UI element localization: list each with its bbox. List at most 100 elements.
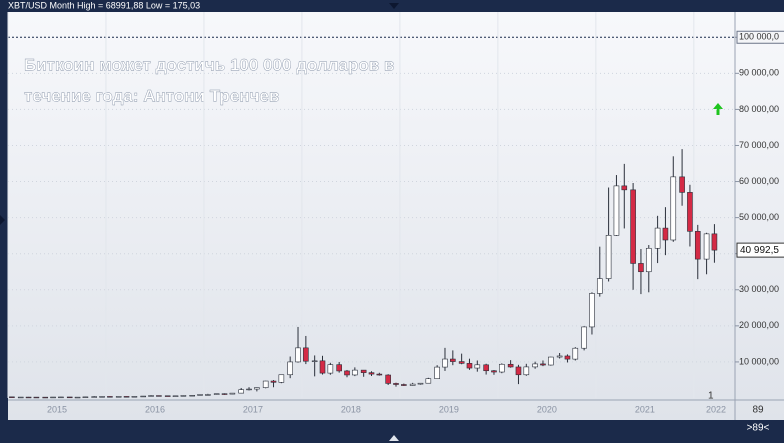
candle-body <box>638 263 644 273</box>
annotation: 89 <box>752 405 764 416</box>
candle-body <box>515 366 522 376</box>
candle-body <box>711 233 718 251</box>
candle-body <box>694 231 701 260</box>
candle-body <box>82 396 89 398</box>
candle-body <box>548 356 554 366</box>
candle-body <box>123 396 130 398</box>
candle-body <box>270 380 277 383</box>
candle-body <box>450 358 456 362</box>
candle-body <box>507 363 514 368</box>
candle-body <box>483 364 489 372</box>
candle-body <box>58 396 64 399</box>
candle-body <box>613 185 620 236</box>
candle-body <box>645 247 652 273</box>
candle-body <box>197 394 203 396</box>
y-tick-label: 30 000,00 <box>739 284 779 294</box>
candle-body <box>303 347 309 362</box>
candle-body <box>491 370 497 373</box>
candle-body <box>687 192 693 232</box>
y-tick-label: 70 000,00 <box>739 140 779 150</box>
candle-body <box>278 374 285 383</box>
y-tick-label: 10 000,00 <box>739 356 779 366</box>
candle-body <box>180 395 187 397</box>
candle-body <box>466 363 473 369</box>
candle-body <box>344 370 350 376</box>
candle-body <box>703 233 710 260</box>
candle-body <box>213 393 220 395</box>
candle-body <box>434 366 440 379</box>
candle-body <box>532 363 538 368</box>
candle-body <box>352 369 358 376</box>
candle-body <box>148 395 154 397</box>
candle-body <box>630 189 636 264</box>
candle-body <box>385 374 391 384</box>
candle-body <box>540 363 546 366</box>
y-tick-label: 60 000,00 <box>739 176 779 186</box>
candle-body <box>336 364 342 372</box>
annotation: 1 <box>708 391 714 402</box>
y-tick-label: 100 000,0 <box>739 32 779 42</box>
candle-body <box>458 361 465 364</box>
candle-body <box>523 366 530 376</box>
candle-body <box>596 278 603 294</box>
candle-body <box>581 326 587 349</box>
candle-body <box>229 392 236 395</box>
y-tick-label: 20 000,00 <box>739 320 779 330</box>
candle-body <box>409 383 416 386</box>
candle-body <box>327 364 334 374</box>
candle-body <box>115 396 122 398</box>
candle-body <box>311 360 318 362</box>
candle-body <box>221 393 228 395</box>
candle-body <box>246 388 252 391</box>
candle-body <box>319 360 326 374</box>
candle-body <box>572 347 579 360</box>
candle-body <box>376 373 383 376</box>
candle-body <box>393 383 399 385</box>
candle-body <box>417 382 424 385</box>
candle-body <box>254 387 260 390</box>
candle-body <box>74 396 81 399</box>
candle-body <box>474 364 481 369</box>
x-tick-label: 2016 <box>145 404 165 414</box>
candle-body <box>360 369 367 373</box>
plot-background <box>8 12 784 420</box>
candle-body <box>50 396 56 399</box>
candle-body <box>42 396 49 399</box>
x-tick-label: 2017 <box>243 404 263 414</box>
candle-body <box>33 396 40 399</box>
candle-body <box>205 394 211 396</box>
candle-body <box>679 176 685 193</box>
y-tick-label: 90 000,00 <box>739 68 779 78</box>
up-arrow-icon <box>713 103 723 115</box>
header: XBT/USD Month High = 68991,88 Low = 175,… <box>8 0 200 10</box>
candle-body <box>621 185 628 191</box>
candle-body <box>9 396 15 398</box>
candle-body <box>556 355 563 358</box>
candle-body <box>287 361 293 376</box>
candle-body <box>499 363 505 373</box>
handle <box>389 3 399 9</box>
candle-body <box>262 380 269 388</box>
x-tick-label: 2022 <box>706 404 726 414</box>
tick-label-box <box>736 30 784 44</box>
annotation: >89< <box>747 423 770 434</box>
candle-body <box>654 227 661 249</box>
candle-body <box>164 395 171 397</box>
x-tick-label: 2018 <box>341 404 361 414</box>
candle-body <box>670 176 677 241</box>
candle-body <box>172 395 179 397</box>
title: Биткоин может достичь 100 000 долларов в <box>24 55 394 74</box>
candle-body <box>25 396 32 399</box>
candle-body <box>662 227 669 241</box>
candle-body <box>107 396 113 398</box>
candle-body <box>401 384 407 386</box>
y-tick-label: 80 000,00 <box>739 104 779 114</box>
x-tick-label: 2015 <box>47 404 67 414</box>
candle-body <box>442 358 448 368</box>
candle-body <box>156 395 162 397</box>
x-tick-label: 2019 <box>439 404 459 414</box>
candle-body <box>238 389 244 394</box>
candle-body <box>425 378 432 384</box>
candle-body <box>189 395 195 397</box>
